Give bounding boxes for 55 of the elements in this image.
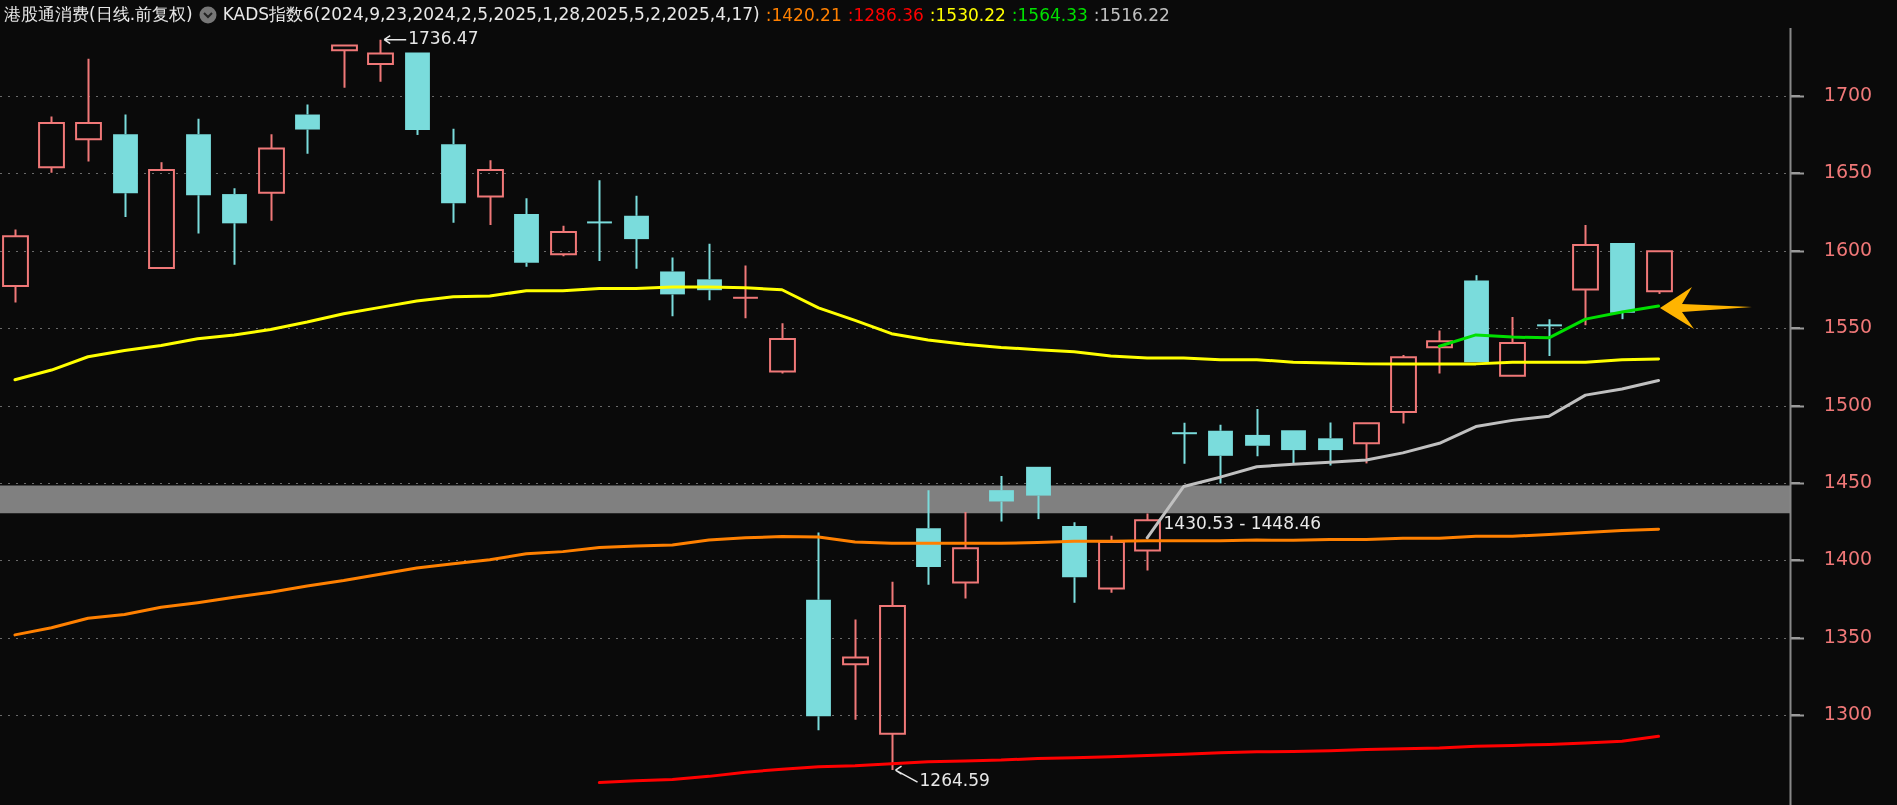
- candlestick: [441, 127, 466, 224]
- candlestick: [1134, 512, 1161, 572]
- candlestick: [75, 57, 102, 163]
- candlestick: [1536, 318, 1563, 357]
- chart-subtitle: KADS指数6(2024,9,23,2024,2,5,2025,1,28,2025,5,2,2025,4,17): [222, 3, 760, 26]
- candlestick: [258, 133, 285, 222]
- candlestick: [295, 103, 320, 155]
- candlestick: [477, 159, 504, 227]
- candlestick: [1572, 224, 1599, 327]
- candlestick: [916, 489, 941, 586]
- text: :1564.33: [1011, 4, 1088, 25]
- y-tick-label: 1500: [1823, 392, 1873, 415]
- y-tick-label: 1450: [1823, 469, 1873, 492]
- candlestick: [2, 228, 29, 304]
- candlestick: [1208, 423, 1233, 485]
- annotation: 1264.59: [919, 770, 990, 791]
- candlestick: [842, 618, 869, 721]
- text: :1286.36: [847, 4, 924, 25]
- y-tick-label: 1400: [1823, 547, 1873, 570]
- text: :1420.21: [765, 4, 842, 25]
- chart-title: 港股通消费(日线.前复权): [4, 3, 193, 26]
- candlestick: [1171, 421, 1198, 465]
- y-tick-label: 1550: [1823, 315, 1873, 338]
- text: :1530.22: [929, 4, 1006, 25]
- candlestick: [1281, 430, 1306, 466]
- candlestick: [586, 179, 613, 262]
- y-tick-label: 1300: [1823, 702, 1873, 725]
- y-tick-label: 1600: [1823, 237, 1873, 260]
- candlestick: [186, 117, 211, 235]
- candlestick: [1464, 274, 1489, 363]
- candlestick: [806, 531, 831, 732]
- candlestick: [1426, 329, 1453, 375]
- y-tick-label: 1650: [1823, 160, 1873, 183]
- text: :1516.22: [1093, 4, 1170, 25]
- candlestick: [367, 38, 394, 83]
- candlestick: [1499, 315, 1526, 377]
- candlestick: [952, 511, 979, 600]
- candlestick: [624, 194, 649, 270]
- annotation: 1736.47: [408, 28, 479, 49]
- candlestick: [1062, 521, 1087, 604]
- candlestick: [732, 264, 759, 320]
- candlestick: [1353, 422, 1380, 465]
- candlestick: [1318, 421, 1343, 467]
- candlestick: [405, 52, 430, 136]
- y-tick-label: 1350: [1823, 624, 1873, 647]
- candlestick: [989, 474, 1014, 523]
- candlestick: [113, 113, 138, 218]
- band-label: 1430.53 - 1448.46: [1163, 513, 1322, 534]
- candlestick: [1245, 408, 1270, 458]
- candlestick: [222, 187, 247, 266]
- candlestick: [1610, 242, 1635, 321]
- candlestick: [331, 44, 358, 89]
- y-tick-label: 1700: [1823, 83, 1873, 106]
- candlestick: [879, 580, 906, 772]
- candlestick: [514, 197, 539, 268]
